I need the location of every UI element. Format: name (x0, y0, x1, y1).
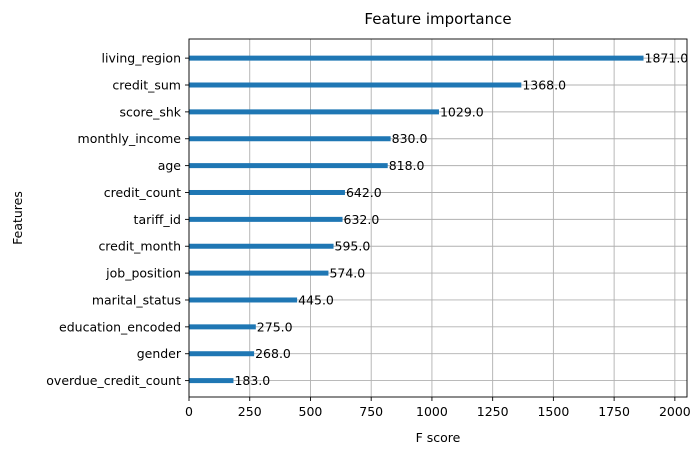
y-tick-label: job_position (105, 266, 181, 281)
bar-marital_status (189, 297, 298, 303)
bar-overdue_credit_count (189, 378, 234, 384)
x-tick-label: 250 (238, 404, 262, 419)
value-labels: 183.0 268.0 275.0 445.0 574.0 595.0 632.0 642.0… (234, 51, 688, 388)
bar-credit_count (189, 189, 345, 195)
y-tick-label: score_shk (119, 104, 181, 119)
bar-tariff_id (189, 216, 343, 222)
ticks: 0 250 500 750 1000 1250 1500 1750 2000 overdue_cr… (46, 51, 691, 419)
y-tick-label: credit_sum (112, 78, 181, 93)
axes-frame (188, 38, 688, 398)
value-label: 632.0 (344, 212, 380, 227)
y-tick-label: overdue_credit_count (46, 373, 181, 388)
value-label: 642.0 (346, 185, 382, 200)
value-label: 1871.0 (645, 51, 689, 66)
y-tick-label: age (158, 158, 182, 173)
value-label: 595.0 (335, 239, 371, 254)
x-tick-label: 1250 (477, 404, 509, 419)
x-tick-label: 1750 (598, 404, 630, 419)
value-label: 445.0 (298, 292, 334, 307)
y-tick-label: living_region (102, 51, 181, 66)
value-label: 1368.0 (522, 78, 566, 93)
y-tick-label: tariff_id (134, 212, 181, 227)
bar-age (189, 163, 388, 169)
bar-monthly_income (189, 136, 391, 142)
value-label: 574.0 (329, 266, 365, 281)
x-tick-label: 1000 (416, 404, 448, 419)
bar-education_encoded (189, 324, 256, 330)
bar-job_position (189, 270, 329, 276)
value-label: 268.0 (255, 346, 291, 361)
value-label: 1029.0 (440, 104, 484, 119)
value-label: 830.0 (392, 131, 428, 146)
bar-score_shk (189, 109, 439, 115)
x-tick-label: 750 (359, 404, 383, 419)
y-tick-label: credit_count (104, 185, 181, 200)
y-tick-label: gender (137, 346, 182, 361)
x-tick-label: 2000 (659, 404, 691, 419)
bar-credit_sum (189, 82, 522, 88)
value-label: 183.0 (234, 373, 270, 388)
y-tick-label: credit_month (98, 239, 181, 254)
bar-gender (189, 351, 255, 357)
x-tick-label: 500 (299, 404, 323, 419)
bars (189, 55, 644, 384)
y-tick-label: marital_status (92, 292, 181, 307)
chart-title: Feature importance (364, 10, 511, 28)
x-tick-label: 0 (185, 404, 193, 419)
y-tick-label: monthly_income (78, 131, 182, 146)
x-axis-label: F score (416, 430, 461, 445)
bar-living_region (189, 55, 644, 61)
value-label: 818.0 (389, 158, 425, 173)
y-axis-label: Features (10, 191, 25, 245)
y-tick-label: education_encoded (59, 319, 181, 334)
bar-credit_month (189, 243, 334, 249)
x-tick-label: 1500 (537, 404, 569, 419)
value-label: 275.0 (257, 319, 293, 334)
